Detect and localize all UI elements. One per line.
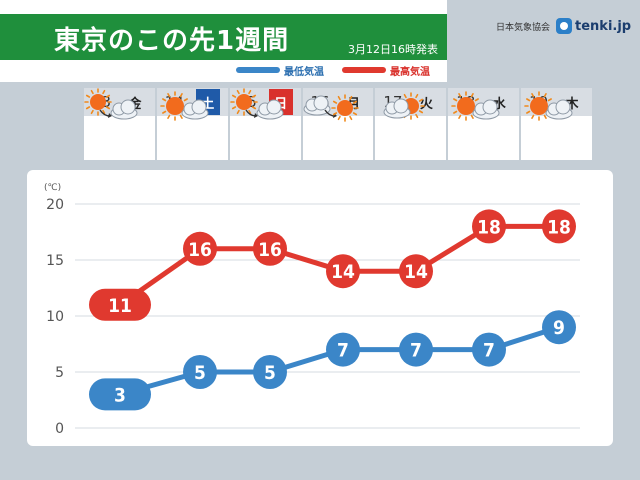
high-temp-point xyxy=(542,209,576,244)
sun-to-cloud-icon xyxy=(229,88,301,160)
day-strip: 13 金 14 土 15 日 16 月 xyxy=(84,88,593,160)
high-temp-value-label: 16 xyxy=(258,239,282,261)
tenki-logo-icon xyxy=(556,18,573,34)
low-temp-point xyxy=(326,332,360,367)
low-temp-point xyxy=(183,355,217,389)
logo: 日本気象協会 tenki.jp xyxy=(496,18,631,34)
day-column: 18 水 xyxy=(448,88,520,160)
high-temp-value-label: 14 xyxy=(331,261,355,283)
day-column: 17 火 xyxy=(375,88,447,160)
logo-brand: tenki.jp xyxy=(575,18,632,34)
high-temp-point xyxy=(253,231,287,266)
header-panel: 東京のこの先1週間 3月12日16時発表 最低気温 最高気温 xyxy=(0,0,447,82)
low-temp-point xyxy=(399,332,433,367)
legend-low: 最低気温 xyxy=(236,63,324,78)
legend-low-label: 最低気温 xyxy=(284,66,324,78)
y-unit-label: (℃) xyxy=(44,183,61,193)
high-temp-value-label: 16 xyxy=(188,239,212,261)
y-tick-label: 10 xyxy=(46,309,64,325)
high-temp-point xyxy=(183,231,217,266)
y-tick-label: 15 xyxy=(46,253,64,269)
issued-time: 3月12日16時発表 xyxy=(348,43,438,56)
sun-and-cloud-icon xyxy=(156,91,228,160)
low-temp-value-label: 7 xyxy=(337,340,349,362)
day-column: 14 土 xyxy=(156,88,228,160)
low-temp-point xyxy=(253,355,287,389)
low-temp-value-label: 5 xyxy=(194,362,206,384)
y-tick-label: 20 xyxy=(46,197,64,213)
y-tick-label: 0 xyxy=(55,421,64,437)
low-temp-value-label: 9 xyxy=(553,317,565,339)
legend-high-swatch xyxy=(342,67,386,73)
high-temp-point xyxy=(89,288,151,321)
high-temp-value-label: 14 xyxy=(404,261,428,283)
low-temp-value-label: 5 xyxy=(264,362,276,384)
high-temp-point xyxy=(399,254,433,289)
low-temp-point xyxy=(542,310,576,345)
sun-to-cloud-icon xyxy=(84,88,155,160)
day-column: 13 金 xyxy=(84,88,155,160)
low-temp-point xyxy=(89,378,151,411)
logo-org: 日本気象協会 xyxy=(496,22,551,33)
page-title: 東京のこの先1週間 xyxy=(54,26,290,56)
high-temp-value-label: 18 xyxy=(477,216,501,238)
day-column: 16 月 xyxy=(302,88,374,160)
legend-high-label: 最高気温 xyxy=(390,66,430,78)
legend-low-swatch xyxy=(236,67,280,73)
legend-high: 最高気温 xyxy=(342,63,430,78)
sun-and-cloud-icon xyxy=(448,91,520,160)
high-temp-value-label: 11 xyxy=(108,295,132,317)
low-temp-value-label: 3 xyxy=(114,384,126,406)
high-temp-point xyxy=(472,209,506,244)
sun-and-cloud-icon xyxy=(521,91,593,160)
day-column: 19 木 xyxy=(521,88,593,160)
low-temp-value-label: 7 xyxy=(410,340,422,362)
day-weekday: 火 xyxy=(419,96,433,112)
low-temp-value-label: 7 xyxy=(483,340,495,362)
cloud-and-sun-icon xyxy=(375,92,447,160)
cloud-to-sun-icon xyxy=(302,94,374,160)
title-band xyxy=(0,14,447,60)
low-temp-point xyxy=(472,332,506,367)
high-temp-value-label: 18 xyxy=(547,216,571,238)
day-column: 15 日 xyxy=(229,88,301,160)
high-temp-point xyxy=(326,254,360,289)
y-tick-label: 5 xyxy=(55,365,64,381)
